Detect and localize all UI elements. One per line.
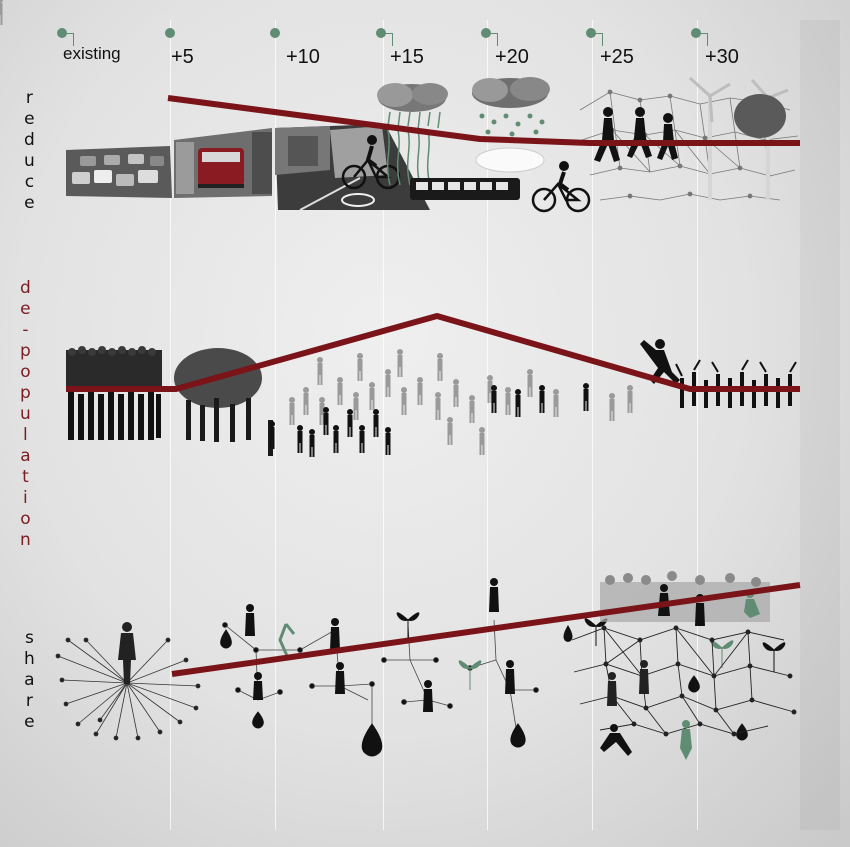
year-marker-10: +10 bbox=[270, 24, 380, 74]
row-label-char: a bbox=[24, 670, 35, 690]
row-label-char: p bbox=[20, 341, 31, 361]
year-marker-existing: existing bbox=[57, 24, 167, 74]
timeline-lane bbox=[487, 20, 488, 830]
timeline-lane bbox=[697, 20, 698, 830]
timeline-lane bbox=[383, 20, 384, 830]
year-label: +20 bbox=[495, 46, 529, 68]
reduce-illustrations bbox=[66, 76, 799, 213]
row-label-char: d bbox=[20, 278, 31, 298]
row-label-char: a bbox=[20, 446, 31, 466]
year-dot-icon bbox=[165, 28, 175, 38]
row-label-char: p bbox=[20, 383, 31, 403]
leaping-figure bbox=[600, 724, 632, 756]
year-label: existing bbox=[63, 44, 121, 63]
year-dot-icon bbox=[691, 28, 701, 38]
wind-turbine-icon bbox=[688, 76, 789, 200]
row-label-char: e bbox=[24, 712, 35, 732]
tram-photo bbox=[174, 128, 272, 198]
timeline-lane bbox=[170, 20, 171, 830]
row-label-char: r bbox=[25, 88, 33, 108]
row-label-char: s bbox=[24, 628, 34, 648]
year-marker-5: +5 bbox=[165, 24, 275, 74]
row-label-char: d bbox=[24, 130, 35, 150]
de-population-trend-line bbox=[66, 313, 800, 392]
row-label-char: e bbox=[24, 109, 35, 129]
trend-lines bbox=[66, 95, 801, 677]
year-hook-icon bbox=[63, 33, 74, 46]
row-label-char: e bbox=[20, 299, 31, 319]
row-label-char: u bbox=[24, 151, 35, 171]
year-label: +10 bbox=[286, 46, 320, 68]
share-trend-line bbox=[171, 582, 801, 677]
water-drop-icon bbox=[220, 625, 748, 757]
row-label-char: e bbox=[24, 193, 35, 213]
year-label: +5 bbox=[171, 46, 194, 68]
year-marker-20: +20 bbox=[481, 24, 591, 74]
row-label-char: o bbox=[20, 362, 31, 382]
row-label-char: h bbox=[24, 649, 35, 669]
year-dot-icon bbox=[270, 28, 280, 38]
dancing-figures bbox=[640, 339, 797, 408]
year-label: +25 bbox=[600, 46, 634, 68]
thinning-crowd bbox=[174, 348, 273, 456]
row-label-char: c bbox=[24, 172, 35, 192]
cyclist-silhouette bbox=[531, 161, 591, 213]
year-dot-icon bbox=[376, 28, 386, 38]
row-label-char: i bbox=[23, 488, 28, 508]
row-label-char: u bbox=[20, 404, 31, 424]
dense-crowd bbox=[66, 346, 162, 440]
row-label-char: - bbox=[22, 320, 29, 340]
year-label: +15 bbox=[390, 46, 424, 68]
year-label: +30 bbox=[705, 46, 739, 68]
leaf-sprout-icon bbox=[278, 612, 786, 690]
year-hook-icon bbox=[382, 33, 393, 46]
timeline-lane bbox=[592, 20, 593, 830]
central-figure-radiating-lines bbox=[55, 622, 201, 741]
row-label-char: o bbox=[20, 509, 31, 529]
row-label-char: l bbox=[23, 425, 28, 445]
year-marker-25: +25 bbox=[586, 24, 696, 74]
network-nodes bbox=[222, 578, 539, 741]
rain-cloud-icon bbox=[472, 77, 550, 137]
row-label-char: r bbox=[25, 691, 33, 711]
green-figure-icon bbox=[680, 590, 760, 760]
year-dot-icon bbox=[586, 28, 596, 38]
walking-people bbox=[269, 383, 589, 457]
crowd-shadow bbox=[600, 571, 770, 626]
year-dot-icon bbox=[481, 28, 491, 38]
row-label-char: t bbox=[22, 467, 29, 487]
running-figures bbox=[594, 107, 678, 162]
walking-people bbox=[0, 0, 633, 455]
year-marker-15: +15 bbox=[376, 24, 486, 74]
rain-cloud-icon bbox=[377, 83, 448, 186]
year-dot-icon bbox=[57, 28, 67, 38]
bus-silhouette bbox=[410, 147, 545, 200]
timeline-lane bbox=[275, 20, 276, 830]
reduce-trend-line bbox=[167, 95, 800, 146]
right-margin-band bbox=[800, 20, 840, 830]
year-hook-icon bbox=[697, 33, 708, 46]
year-marker-30: +30 bbox=[691, 24, 801, 74]
year-hook-icon bbox=[487, 33, 498, 46]
traffic-jam-photo bbox=[66, 146, 172, 198]
year-hook-icon bbox=[592, 33, 603, 46]
share-illustrations bbox=[55, 571, 797, 760]
network-mesh bbox=[571, 625, 797, 737]
row-label-char: n bbox=[20, 530, 31, 550]
